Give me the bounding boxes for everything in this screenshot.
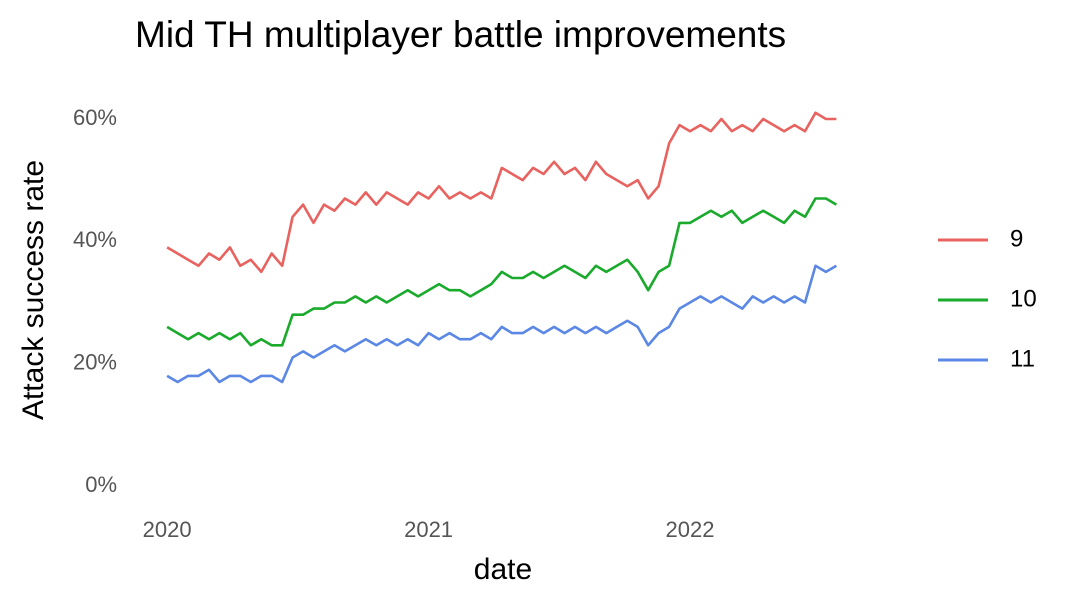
legend-label: 9 [1010,225,1023,252]
legend-label: 10 [1010,285,1037,312]
x-tick-label: 2021 [404,517,453,542]
y-tick-label: 60% [73,105,117,130]
y-tick-label: 0% [85,472,117,497]
legend-label: 11 [1010,345,1035,372]
series-line [166,264,838,384]
x-axis-title: date [474,553,532,586]
y-tick-label: 20% [73,349,117,374]
y-tick-label: 40% [73,227,117,252]
x-tick-label: 2022 [666,517,715,542]
series-line [166,111,837,274]
x-tick-label: 2020 [143,517,192,542]
y-axis-title: Attack success rate [17,160,50,420]
chart-title: Mid TH multiplayer battle improvements [135,14,786,55]
series-line [166,197,838,347]
